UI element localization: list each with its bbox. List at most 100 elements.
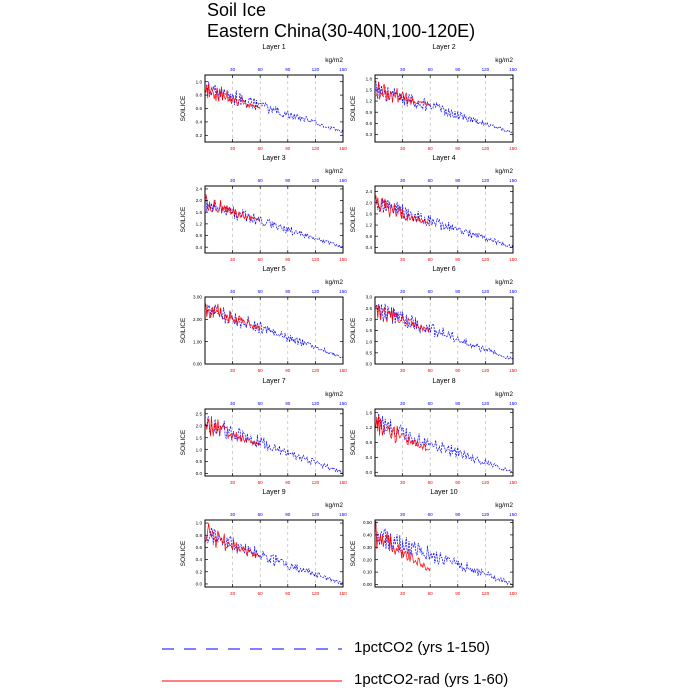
y-tick-label: 1.6: [196, 210, 203, 215]
y-tick-label: 0.8: [196, 233, 203, 238]
x-tick-label-top: 120: [312, 289, 320, 294]
x-tick-label-bottom: 30: [230, 591, 236, 596]
panel-title: Layer 3: [262, 155, 285, 162]
x-tick-label-top: 60: [258, 67, 264, 72]
x-tick-label-top: 90: [455, 401, 461, 406]
panel-title: Layer 7: [262, 378, 285, 385]
plot-frame: [204, 185, 344, 254]
x-tick-label-bottom: 150: [509, 257, 517, 262]
chart-panel-3: Layer 3 kg/m2 0.4 0.8 1.2 1.6 2.0 2.4 30 30 60 60 90…: [180, 155, 347, 262]
y-tick-label: 0.0: [366, 470, 373, 475]
y-tick-label: 1.8: [366, 76, 373, 81]
y-tick-label: 0.00: [193, 362, 202, 367]
x-tick-label-top: 90: [285, 289, 291, 294]
x-tick-label-bottom: 150: [509, 591, 517, 596]
panel-units: kg/m2: [325, 502, 343, 509]
x-tick-label-bottom: 150: [339, 146, 347, 151]
x-tick-label-bottom: 120: [312, 480, 320, 485]
y-tick-label: 0.8: [366, 440, 373, 445]
y-tick-label: 1.0: [196, 79, 203, 84]
panel-title: Layer 4: [432, 155, 455, 162]
x-tick-label-bottom: 60: [428, 368, 434, 373]
y-tick-label: 1.6: [366, 212, 373, 217]
x-tick-label-bottom: 150: [339, 257, 347, 262]
series-line-1pctCO2-rad: [375, 521, 431, 572]
x-tick-label-top: 30: [230, 289, 236, 294]
y-tick-label: 1.0: [366, 339, 373, 344]
x-tick-label-top: 30: [230, 178, 236, 183]
series-line-1pctCO2-rad: [375, 81, 431, 106]
panel-units: kg/m2: [495, 502, 513, 509]
y-tick-label: 2.0: [366, 200, 373, 205]
y-axis-label: SOILICE: [350, 429, 357, 455]
x-tick-label-bottom: 60: [258, 146, 264, 151]
x-tick-label-top: 30: [400, 512, 406, 517]
x-tick-label-bottom: 60: [258, 257, 264, 262]
x-tick-label-top: 150: [509, 289, 517, 294]
x-tick-label-bottom: 60: [428, 591, 434, 596]
x-tick-label-bottom: 60: [258, 480, 264, 485]
x-tick-label-bottom: 30: [230, 146, 236, 151]
series-line-1pctCO2: [205, 81, 344, 134]
plot-frame: [374, 296, 514, 365]
y-axis-label: SOILICE: [180, 540, 187, 566]
y-axis-label: SOILICE: [350, 95, 357, 121]
panel-units: kg/m2: [325, 279, 343, 286]
x-tick-label-top: 60: [428, 289, 434, 294]
chart-panel-5: Layer 5 kg/m2 0.00 1.00 2.00 3.00 30 30 60 60 90 90…: [180, 266, 347, 373]
plot-frame: [204, 408, 344, 477]
y-tick-label: 1.2: [366, 99, 373, 104]
x-tick-label-top: 60: [258, 289, 264, 294]
panel-title: Layer 1: [262, 44, 285, 51]
panel-units: kg/m2: [495, 168, 513, 175]
x-tick-label-top: 150: [339, 512, 347, 517]
series-line-1pctCO2-rad: [205, 303, 261, 331]
plot-frame: [204, 74, 344, 143]
x-tick-label-top: 120: [312, 67, 320, 72]
x-tick-label-top: 90: [455, 512, 461, 517]
y-tick-label: 1.2: [196, 221, 203, 226]
y-axis-label: SOILICE: [350, 540, 357, 566]
x-tick-label-bottom: 120: [312, 146, 320, 151]
series-line-1pctCO2: [375, 413, 514, 473]
plot-frame: [374, 74, 514, 143]
panel-units: kg/m2: [325, 57, 343, 64]
x-tick-label-bottom: 60: [258, 368, 264, 373]
x-tick-label-top: 90: [455, 289, 461, 294]
x-tick-label-top: 60: [428, 512, 434, 517]
x-tick-label-bottom: 90: [455, 591, 461, 596]
series-line-1pctCO2: [205, 196, 344, 249]
y-tick-label: 3.00: [193, 295, 202, 300]
x-tick-label-bottom: 60: [428, 257, 434, 262]
x-tick-label-top: 60: [428, 401, 434, 406]
x-tick-label-top: 30: [400, 67, 406, 72]
y-tick-label: 0.4: [196, 245, 203, 250]
y-tick-label: 1.0: [196, 447, 203, 452]
x-tick-label-bottom: 30: [400, 257, 406, 262]
y-tick-label: 0.40: [363, 532, 372, 537]
y-tick-label: 2.5: [366, 306, 373, 311]
x-tick-label-bottom: 30: [400, 591, 406, 596]
x-tick-label-top: 150: [509, 401, 517, 406]
x-tick-label-bottom: 150: [339, 368, 347, 373]
y-tick-label: 0.4: [366, 245, 373, 250]
x-tick-label-top: 120: [482, 289, 490, 294]
x-tick-label-bottom: 90: [455, 368, 461, 373]
x-tick-label-top: 60: [428, 67, 434, 72]
panel-title: Layer 8: [432, 378, 455, 385]
y-tick-label: 2.4: [196, 187, 203, 192]
y-tick-label: 1.5: [196, 435, 203, 440]
series-line-1pctCO2-rad: [205, 522, 261, 559]
x-tick-label-top: 120: [482, 512, 490, 517]
y-tick-label: 2.0: [196, 198, 203, 203]
y-tick-label: 1.5: [366, 87, 373, 92]
x-tick-label-bottom: 120: [312, 591, 320, 596]
y-tick-label: 0.9: [366, 110, 373, 115]
x-tick-label-bottom: 30: [400, 480, 406, 485]
x-tick-label-top: 90: [285, 401, 291, 406]
x-tick-label-bottom: 120: [482, 257, 490, 262]
chart-panel-6: Layer 6 kg/m2 0.0 0.5 1.0 1.5 2.0 2.5 3.0 30 30 60 6…: [350, 266, 517, 373]
panel-units: kg/m2: [495, 57, 513, 64]
y-tick-label: 0.3: [366, 132, 373, 137]
